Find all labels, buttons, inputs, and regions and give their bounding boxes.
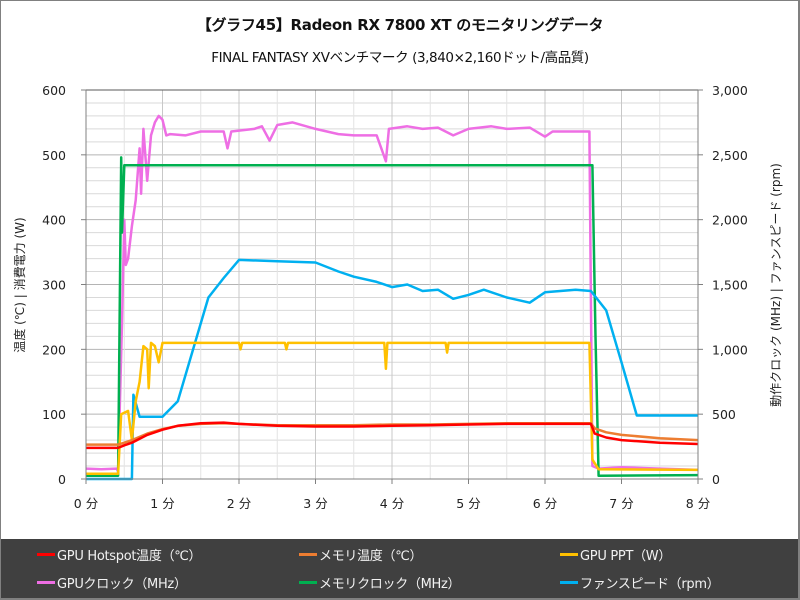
y-left-tick-label: 600 [42,83,66,98]
legend-label: GPUクロック（MHz） [57,577,187,592]
x-tick-label: 7 分 [609,496,633,511]
y-axis-right-title: 動作クロック (MHz) | ファンスピード (rpm) [769,163,783,407]
legend-item-gpu-clock: GPUクロック（MHz） [37,573,187,592]
series-line [86,341,699,476]
y-left-tick-label: 400 [42,213,66,228]
legend-swatch [560,581,578,584]
series-line [85,114,699,473]
legend-item-memory-temp: メモリ温度（℃） [299,545,423,564]
legend-swatch [37,553,55,556]
legend-swatch [37,581,55,584]
y-left-tick-label: 100 [42,407,66,422]
legend-label: GPU Hotspot温度（℃） [57,549,202,564]
legend: GPU Hotspot温度（℃） メモリ温度（℃） GPU PPT（W） GPU… [1,539,798,598]
x-tick-label: 0 分 [74,496,98,511]
x-tick-label: 8 分 [686,496,710,511]
y-right-tick-label: 2,500 [712,148,748,163]
y-left-tick-label: 500 [42,148,66,163]
legend-label: メモリ温度（℃） [319,549,423,564]
series-line [86,258,698,481]
y-right-tick-label: 1,000 [712,342,748,357]
x-tick-label: 5 分 [456,496,480,511]
legend-item-gpu-hotspot: GPU Hotspot温度（℃） [37,545,202,564]
axes: 0 100 200 300 400 500 600 0 500 1,000 1,500 2,000 2,… [42,83,748,511]
chart-title: 【グラフ45】Radeon RX 7800 XT のモニタリングデータ [196,16,604,34]
gridlines [86,90,698,479]
legend-item-fan-speed: ファンスピード（rpm） [560,573,720,592]
legend-label: ファンスピード（rpm） [580,577,720,592]
legend-swatch [299,581,317,584]
x-tick-label: 3 分 [303,496,327,511]
y-right-tick-label: 1,500 [712,278,748,293]
x-tick-label: 6 分 [533,496,557,511]
x-tick-label: 4 分 [380,496,404,511]
y-right-tick-label: 0 [712,472,720,487]
legend-label: GPU PPT（W） [580,549,672,564]
y-axis-left-title: 温度 (℃) | 消費電力 (W) [12,217,27,352]
legend-item-memory-clock: メモリクロック（MHz） [299,573,461,592]
y-left-tick-label: 300 [42,278,66,293]
series-line [86,421,699,446]
chart-subtitle: FINAL FANTASY XVベンチマーク (3,840×2,160ドット/高… [211,50,589,66]
data-series [85,114,699,481]
y-right-tick-label: 2,000 [712,213,748,228]
legend-label: メモリクロック（MHz） [319,577,461,592]
x-tick-label: 2 分 [227,496,251,511]
y-right-tick-label: 3,000 [712,83,748,98]
y-right-tick-label: 500 [712,407,736,422]
legend-swatch [560,553,578,556]
series-line [86,421,699,450]
y-left-tick-label: 0 [58,472,66,487]
y-left-tick-label: 200 [42,342,66,357]
x-tick-label: 1 分 [150,496,174,511]
legend-swatch [299,553,317,556]
legend-item-gpu-ppt: GPU PPT（W） [560,545,671,564]
